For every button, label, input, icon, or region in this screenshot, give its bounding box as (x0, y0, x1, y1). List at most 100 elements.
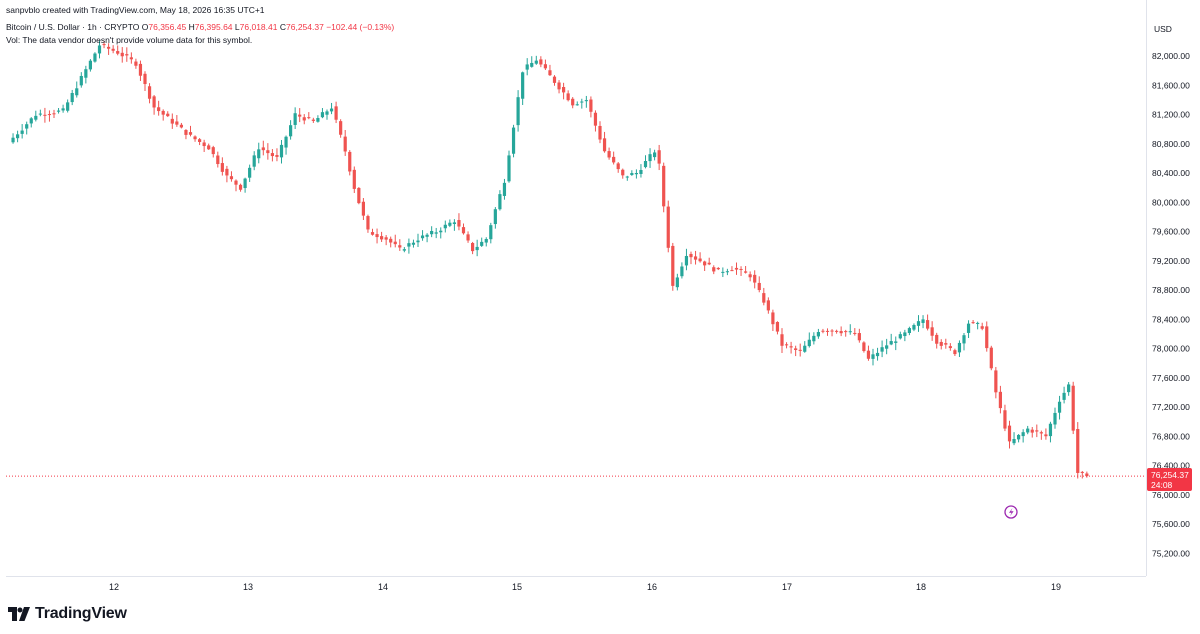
candle-body (1012, 439, 1016, 444)
candle-body (207, 145, 211, 150)
candle-body (375, 234, 379, 238)
candle-body (803, 345, 807, 352)
candle-body (784, 344, 789, 346)
candle-body (416, 240, 420, 243)
candle-body (184, 129, 188, 135)
candle-body (1071, 385, 1075, 431)
candle-body (471, 242, 475, 252)
candle-body (111, 48, 115, 51)
candle-body (944, 343, 948, 345)
candle-body (703, 261, 707, 266)
candle-body (643, 161, 648, 168)
candle-body (521, 72, 525, 99)
candle-body (70, 92, 74, 103)
replay-icon[interactable] (1004, 505, 1018, 519)
time-tick-label: 16 (647, 582, 657, 592)
candle-body (293, 113, 297, 125)
candle-body (357, 187, 361, 204)
candle-body (393, 241, 397, 245)
candle-body (880, 347, 884, 352)
candle-body (157, 107, 161, 112)
candle-body (648, 154, 652, 162)
candle-body (511, 127, 516, 154)
candle-body (971, 322, 975, 324)
candle-body (1021, 432, 1025, 437)
candle-body (798, 349, 802, 351)
candle-body (766, 300, 770, 311)
candlesticks (11, 40, 1089, 479)
candle-body (998, 391, 1002, 409)
candle-body (143, 73, 147, 85)
candle-body (252, 155, 256, 167)
price-axis[interactable]: 82,000.00 81,600.00 81,200.00 80,800.00 80,4… (1152, 51, 1190, 558)
candle-body (161, 110, 165, 115)
candle-body (639, 169, 643, 174)
candle-body (816, 332, 820, 337)
candle-body (848, 331, 852, 333)
candle-body (398, 245, 402, 248)
candle-body (807, 339, 811, 347)
price-tick-label: 81,200.00 (1152, 110, 1190, 120)
candle-body (916, 321, 921, 326)
tradingview-logo[interactable]: TradingView (8, 605, 127, 623)
candle-body (270, 153, 274, 157)
candle-body (220, 163, 224, 172)
candle-body (584, 100, 588, 102)
candle-body (957, 342, 962, 353)
candle-body (1067, 384, 1071, 393)
price-tick-label: 80,400.00 (1152, 168, 1190, 178)
candle-body (411, 242, 416, 245)
price-tick-label: 75,200.00 (1152, 548, 1190, 558)
price-tick-label: 76,000.00 (1152, 490, 1190, 500)
candle-body (739, 268, 743, 270)
price-tick-label: 76,800.00 (1152, 431, 1190, 441)
candle-body (25, 124, 29, 129)
candle-body (630, 173, 634, 175)
candle-body (402, 249, 406, 251)
candle-body (152, 96, 156, 108)
candle-body (994, 370, 998, 393)
candle-body (930, 327, 934, 336)
candle-body (289, 125, 293, 137)
candle-body (980, 326, 984, 329)
candle-body (352, 169, 356, 189)
candle-body (734, 267, 739, 270)
candle-body (898, 334, 902, 339)
candle-body (552, 76, 557, 83)
candle-body (616, 163, 620, 170)
candle-body (725, 271, 729, 273)
candle-body (284, 136, 288, 148)
candle-body (794, 348, 798, 351)
price-tick-label: 79,200.00 (1152, 256, 1190, 266)
candle-body (534, 60, 538, 64)
candle-body (530, 62, 534, 67)
candle-body (839, 331, 843, 334)
candle-body (516, 97, 520, 126)
candle-body (875, 352, 880, 357)
candle-body (120, 52, 124, 57)
candle-body (557, 82, 561, 90)
candle-body (257, 149, 261, 159)
candle-body (1017, 434, 1021, 440)
candle-body (525, 64, 529, 70)
candle-body (175, 121, 179, 125)
candle-body (771, 312, 775, 325)
candle-body (821, 330, 825, 332)
candle-body (962, 335, 966, 344)
candle-body (79, 75, 83, 86)
candle-body (775, 321, 780, 332)
candle-body (439, 230, 443, 233)
candle-body (1030, 429, 1034, 433)
last-price-value: 76,254.37 (1151, 470, 1189, 480)
candle-body (348, 151, 352, 172)
candle-body (1039, 432, 1043, 434)
candle-body (202, 142, 206, 147)
candle-body (266, 150, 270, 154)
symbol-name[interactable]: Bitcoin / U.S. Dollar · 1h · CRYPTO (6, 22, 140, 32)
candle-body (502, 182, 507, 196)
candle-body (166, 113, 170, 117)
candle-body (589, 99, 593, 112)
candle-body (598, 125, 602, 140)
time-axis[interactable]: 12 13 14 15 16 17 18 19 (109, 582, 1061, 592)
